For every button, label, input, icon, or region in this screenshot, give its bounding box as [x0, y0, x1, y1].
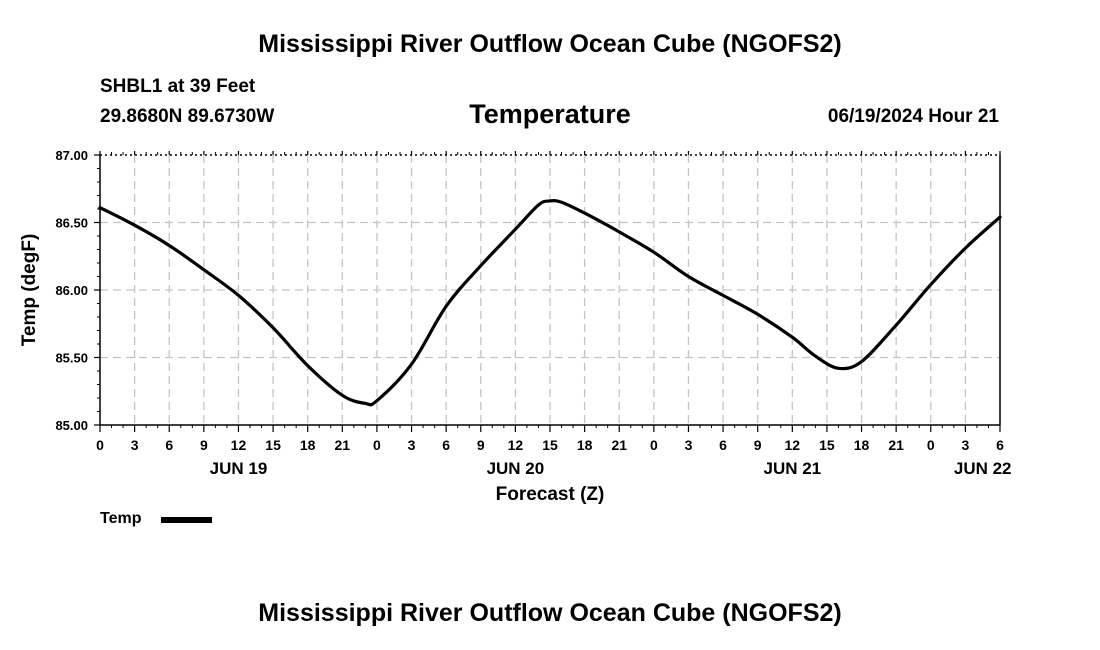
y-tick-label: 86.00	[55, 283, 88, 298]
x-date-label: JUN 21	[763, 459, 821, 478]
x-tick-label: 12	[785, 437, 801, 453]
x-tick-label: 21	[888, 437, 904, 453]
x-tick-label: 9	[200, 437, 208, 453]
x-tick-label: 6	[719, 437, 727, 453]
x-tick-label: 3	[408, 437, 416, 453]
y-tick-label: 85.50	[55, 351, 88, 366]
x-axis-label: Forecast (Z)	[496, 484, 605, 505]
x-tick-label: 15	[819, 437, 835, 453]
x-tick-label: 9	[477, 437, 485, 453]
chart-title: Mississippi River Outflow Ocean Cube (NG…	[258, 30, 842, 58]
x-tick-label: 18	[577, 437, 593, 453]
x-tick-label: 15	[542, 437, 558, 453]
y-tick-label: 86.50	[55, 216, 88, 231]
x-tick-label: 3	[961, 437, 969, 453]
x-tick-label: 6	[442, 437, 450, 453]
legend-label: Temp	[100, 510, 142, 527]
x-tick-label: 9	[754, 437, 762, 453]
x-date-label: JUN 22	[954, 459, 1012, 478]
x-tick-label: 21	[335, 437, 351, 453]
x-tick-label: 3	[685, 437, 693, 453]
x-tick-label: 6	[165, 437, 173, 453]
y-axis-label: Temp (degF)	[19, 234, 40, 347]
y-tick-label: 85.00	[55, 418, 88, 433]
legend-swatch	[161, 517, 212, 523]
y-tick-label: 87.00	[55, 148, 88, 163]
x-tick-label: 12	[231, 437, 247, 453]
x-tick-label: 0	[373, 437, 381, 453]
x-tick-label: 15	[265, 437, 281, 453]
x-tick-label: 3	[131, 437, 139, 453]
x-tick-label: 6	[996, 437, 1004, 453]
x-tick-label: 0	[96, 437, 104, 453]
chart-subtitle: Temperature	[469, 99, 631, 129]
x-tick-label: 18	[300, 437, 316, 453]
x-tick-label: 0	[650, 437, 658, 453]
forecast-datetime: 06/19/2024 Hour 21	[827, 106, 999, 127]
x-tick-label: 12	[508, 437, 524, 453]
x-date-label: JUN 19	[210, 459, 268, 478]
x-date-label: JUN 20	[487, 459, 545, 478]
coordinates-label: 29.8680N 89.6730W	[100, 106, 275, 127]
x-tick-label: 18	[854, 437, 870, 453]
x-tick-label: 21	[611, 437, 627, 453]
temp-series-line	[98, 199, 1002, 407]
footer-title: Mississippi River Outflow Ocean Cube (NG…	[258, 599, 842, 627]
x-tick-label: 0	[927, 437, 935, 453]
station-label: SHBL1 at 39 Feet	[100, 76, 256, 97]
